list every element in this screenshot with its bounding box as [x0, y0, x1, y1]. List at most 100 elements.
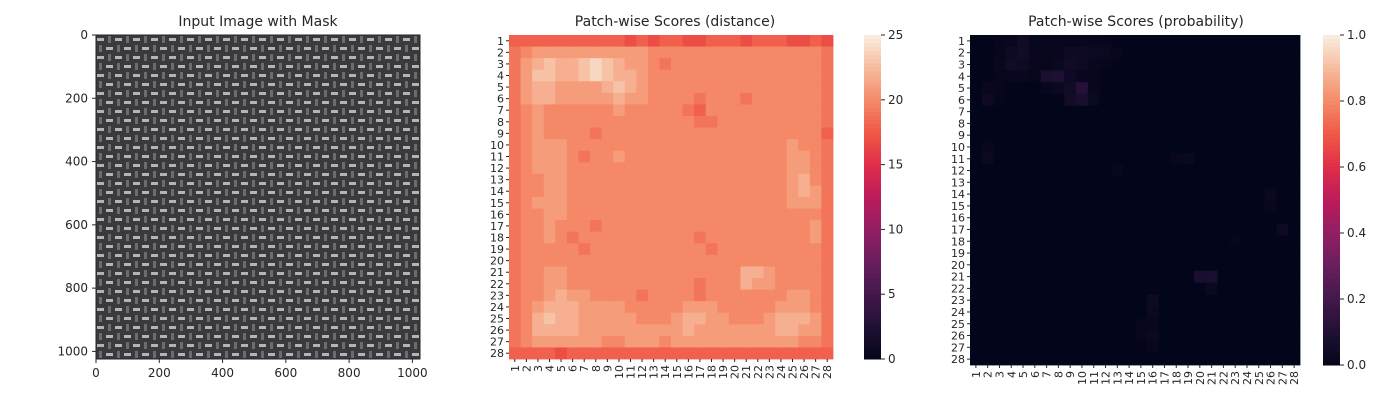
heatmap-cell [1028, 141, 1042, 154]
weave-thread [151, 146, 158, 149]
weave-thread [297, 315, 300, 322]
heatmap-cell [993, 258, 1006, 272]
heatmap-cell [555, 208, 568, 221]
heatmap-cell [1193, 105, 1207, 118]
heatmap-cell [728, 46, 741, 59]
heatmap-cell [682, 185, 695, 198]
y-tick-label: 17 [951, 223, 965, 236]
heatmap-cell [1099, 35, 1112, 48]
heatmap-cell [543, 127, 556, 140]
x-tick-label: 2 [982, 371, 995, 378]
heatmap-cell [1135, 152, 1148, 166]
heatmap-cell [1158, 82, 1171, 95]
heatmap-cell [1229, 141, 1242, 154]
weave-thread [99, 225, 102, 232]
heatmap-cell [601, 92, 614, 105]
weave-thread [376, 65, 383, 68]
weave-thread [333, 99, 336, 106]
weave-thread [322, 353, 329, 356]
heatmap-cell [1252, 200, 1266, 213]
weave-thread [268, 317, 275, 320]
weave-thread [412, 317, 419, 320]
heatmap-cell [1146, 152, 1159, 166]
heatmap-cell [970, 35, 983, 48]
weave-thread [288, 72, 291, 79]
x-tick-label: 23 [1229, 371, 1242, 385]
heatmap-cell [1111, 70, 1124, 83]
heatmap-cell [659, 347, 672, 360]
weave-thread [198, 162, 201, 169]
heatmap-cell [1146, 282, 1159, 295]
heatmap-cell [717, 301, 730, 314]
weave-thread [405, 81, 408, 88]
weave-thread [367, 308, 374, 311]
heatmap-cell [1288, 129, 1301, 142]
weave-thread [144, 180, 147, 187]
heatmap-cell [1276, 176, 1289, 189]
weave-thread [225, 135, 228, 142]
heatmap-cell [1170, 152, 1183, 166]
heatmap-cell [590, 347, 602, 360]
weave-thread [135, 351, 138, 358]
heatmap-cell [555, 278, 568, 290]
heatmap-cell [1241, 141, 1254, 154]
weave-thread [135, 225, 138, 232]
heatmap-cell [1288, 306, 1301, 319]
weave-thread [223, 344, 230, 347]
weave-thread [234, 162, 237, 169]
heatmap-cell [717, 173, 730, 186]
heatmap-cell [1229, 93, 1242, 107]
colorbar-tick-label: 0.0 [1347, 358, 1366, 372]
weave-thread [223, 146, 230, 149]
weave-thread [151, 128, 158, 131]
heatmap-cell [981, 70, 994, 83]
heatmap-cell [578, 92, 591, 105]
weave-thread [270, 216, 273, 223]
weave-thread [295, 164, 302, 167]
weave-thread [286, 119, 293, 122]
heatmap-cell [578, 347, 591, 360]
heatmap-cell [1217, 58, 1230, 71]
weave-thread [225, 45, 228, 52]
heatmap-cell [636, 312, 649, 325]
heatmap-cell [1111, 294, 1124, 307]
heatmap-cell [509, 278, 521, 290]
weave-thread [286, 155, 293, 158]
heatmap-cell [1182, 164, 1195, 177]
weave-thread [171, 117, 174, 124]
heatmap-cell [613, 266, 626, 279]
weave-thread [151, 290, 158, 293]
weave-thread [268, 245, 275, 248]
weave-thread [250, 155, 257, 158]
weave-thread [241, 74, 248, 77]
weave-thread [378, 126, 381, 133]
heatmap-cell [613, 150, 626, 163]
heatmap-cell [624, 46, 637, 59]
weave-thread [412, 335, 419, 338]
weave-thread [277, 38, 284, 41]
heatmap-cell [1158, 164, 1171, 177]
weave-thread [169, 74, 176, 77]
heatmap-cell [1217, 247, 1230, 260]
heatmap-cell [821, 335, 834, 348]
heatmap-cell [613, 220, 626, 233]
weave-thread [126, 180, 129, 187]
weave-thread [178, 155, 185, 158]
weave-thread [250, 227, 257, 230]
heatmap-cell [532, 162, 545, 175]
distance-heatmap-y-ticks: 1234567891011121314151617181920212223242… [490, 35, 509, 360]
weave-thread [279, 279, 282, 286]
colorbar-segment [1323, 299, 1340, 304]
y-tick-label: 15 [490, 197, 504, 210]
weave-thread [367, 254, 374, 257]
heatmap-cell [775, 150, 788, 163]
x-tick-label: 7 [1041, 371, 1054, 378]
heatmap-cell [1264, 317, 1277, 331]
weave-thread [261, 153, 264, 160]
weave-thread [205, 200, 212, 203]
heatmap-cell [555, 312, 568, 325]
heatmap-cell [1087, 235, 1101, 248]
heatmap-cell [694, 69, 707, 82]
heatmap-cell [682, 139, 695, 152]
weave-thread [297, 225, 300, 232]
